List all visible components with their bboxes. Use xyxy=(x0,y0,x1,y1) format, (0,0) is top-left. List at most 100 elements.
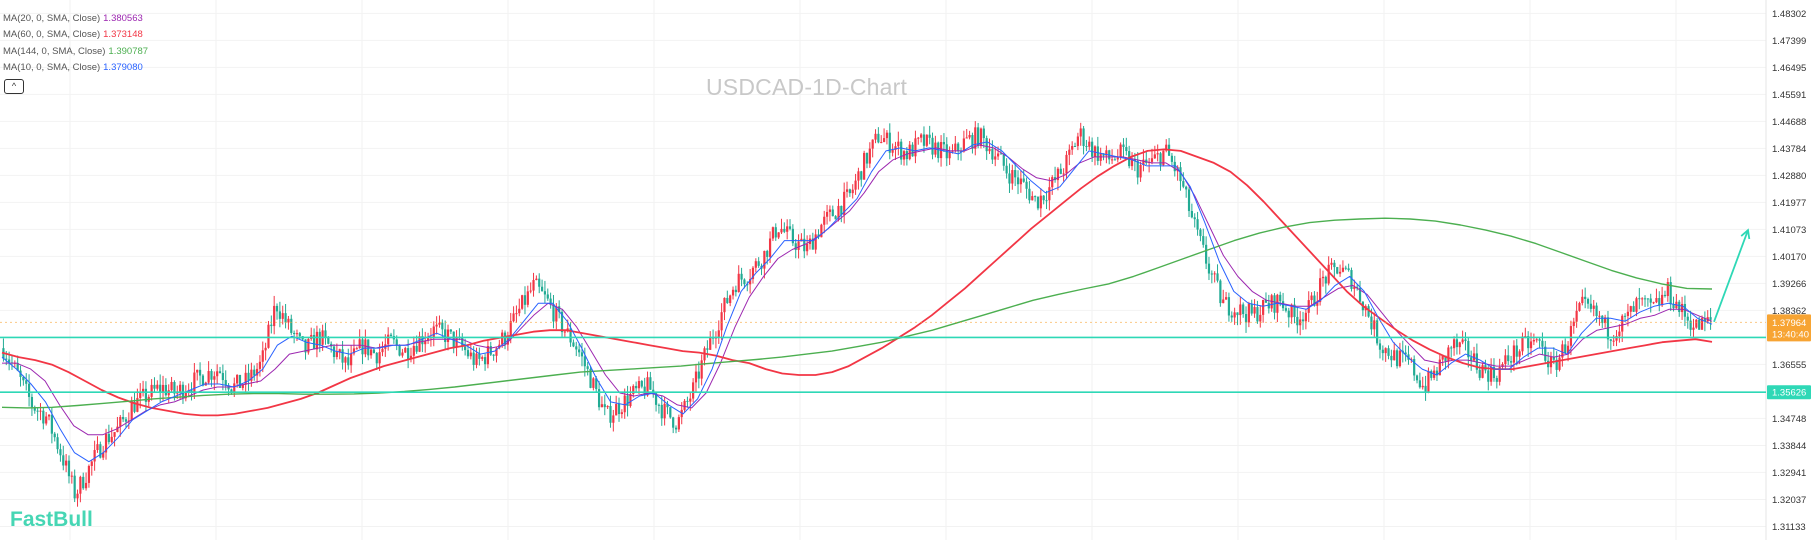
candle-body xyxy=(1110,159,1114,161)
legend-ma60[interactable]: MA(60, 0, SMA, Close) 1.373148 xyxy=(3,27,148,43)
candle-body xyxy=(407,348,410,360)
candle-body xyxy=(207,371,210,383)
candle-body xyxy=(56,437,59,450)
candle-body xyxy=(233,383,236,392)
candle-body xyxy=(65,460,68,466)
candle-body xyxy=(1130,158,1134,167)
candle-body xyxy=(996,153,1000,157)
candle-body xyxy=(874,133,877,140)
candle-body xyxy=(1427,370,1430,392)
legend-ma20[interactable]: MA(20, 0, SMA, Close) 1.380563 xyxy=(3,11,148,27)
candle-body xyxy=(59,449,62,456)
y-tick-label: 1.42880 xyxy=(1772,171,1806,182)
candle-body xyxy=(1629,306,1632,312)
candle-body xyxy=(1393,350,1396,361)
candle-body xyxy=(1028,188,1031,201)
legend-ma144[interactable]: MA(144, 0, SMA, Close) 1.390787 xyxy=(3,44,148,60)
candle-body xyxy=(30,396,34,408)
candle-body xyxy=(216,371,219,377)
candle-body xyxy=(270,324,273,327)
candle-body xyxy=(1284,308,1288,311)
candle-body xyxy=(1669,282,1672,305)
candle-body xyxy=(540,286,544,292)
candle-body xyxy=(1330,262,1333,265)
candle-body xyxy=(1398,350,1402,367)
candle-body xyxy=(848,189,851,194)
candle-body xyxy=(1042,195,1045,201)
ma-line-0 xyxy=(2,144,1713,436)
legend-ma60-label: MA(60, 0, SMA, Close) xyxy=(3,29,101,41)
candle-body xyxy=(1051,177,1054,188)
candle-body xyxy=(1695,319,1698,328)
candle-body xyxy=(1626,311,1630,316)
candle-body xyxy=(62,455,65,466)
candle-body xyxy=(201,375,205,386)
candle-body xyxy=(791,228,794,244)
candle-body xyxy=(193,372,196,392)
candle-body xyxy=(597,389,601,408)
legend-ma10-label: MA(10, 0, SMA, Close) xyxy=(3,61,101,73)
candle-body xyxy=(304,339,307,353)
candle-body xyxy=(1490,366,1493,382)
candle-body xyxy=(595,378,598,390)
candle-body xyxy=(1139,164,1142,178)
y-tick-label: 1.45591 xyxy=(1772,90,1806,101)
candle-body xyxy=(1011,170,1014,184)
candle-body xyxy=(164,384,167,396)
candle-body xyxy=(857,171,860,181)
candle-body xyxy=(102,452,105,458)
candle-body xyxy=(575,346,578,350)
candle-body xyxy=(777,232,780,238)
candle-body xyxy=(1524,336,1527,338)
candle-body xyxy=(865,152,869,164)
candle-body xyxy=(729,295,732,303)
candle-body xyxy=(1450,347,1453,349)
candle-body xyxy=(1652,302,1655,304)
candle-body xyxy=(1430,370,1433,378)
candle-body xyxy=(224,380,227,386)
candle-body xyxy=(196,369,199,373)
candle-body xyxy=(897,141,900,147)
candle-body xyxy=(1621,315,1624,332)
candle-body xyxy=(1091,141,1094,157)
candle-body xyxy=(914,138,917,157)
candle-body xyxy=(1623,315,1627,317)
candle-body xyxy=(831,209,834,217)
candle-body xyxy=(1467,340,1470,358)
candle-body xyxy=(347,357,350,366)
candle-body xyxy=(261,350,264,362)
candle-body xyxy=(1159,153,1162,166)
candle-body xyxy=(683,400,686,410)
legend-collapse-button[interactable]: ^ xyxy=(4,79,24,94)
candle-body xyxy=(1444,355,1447,362)
candle-body xyxy=(1333,262,1336,268)
candle-body xyxy=(198,369,202,376)
candle-body xyxy=(1034,196,1037,198)
candle-body xyxy=(797,241,800,250)
candle-body xyxy=(404,348,407,353)
candle-body xyxy=(1210,273,1213,275)
candle-body xyxy=(965,137,968,139)
candle-body xyxy=(1615,336,1618,341)
candle-body xyxy=(1116,157,1119,160)
candle-body xyxy=(364,339,367,355)
legend-ma60-value: 1.373148 xyxy=(103,29,143,41)
candle-body xyxy=(1262,299,1265,315)
candle-body xyxy=(535,278,538,281)
candle-body xyxy=(1125,147,1128,152)
candle-body xyxy=(1301,319,1305,322)
candle-body xyxy=(1122,144,1125,148)
candle-body xyxy=(1222,299,1225,304)
candle-body xyxy=(421,336,424,345)
candle-body xyxy=(1336,267,1339,274)
candle-body xyxy=(1022,178,1025,182)
candle-body xyxy=(877,133,880,143)
legend-ma10[interactable]: MA(10, 0, SMA, Close) 1.379080 xyxy=(3,60,148,76)
candle-body xyxy=(395,339,398,345)
candle-body xyxy=(1586,299,1590,304)
candle-body xyxy=(36,410,39,412)
candle-body xyxy=(264,347,267,351)
candle-body xyxy=(880,142,883,144)
candle-body xyxy=(372,349,376,353)
